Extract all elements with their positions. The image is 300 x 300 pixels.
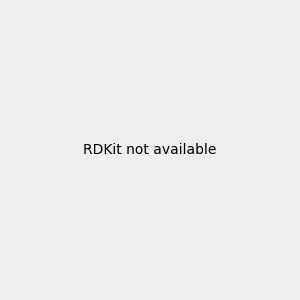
Text: RDKit not available: RDKit not available bbox=[83, 143, 217, 157]
